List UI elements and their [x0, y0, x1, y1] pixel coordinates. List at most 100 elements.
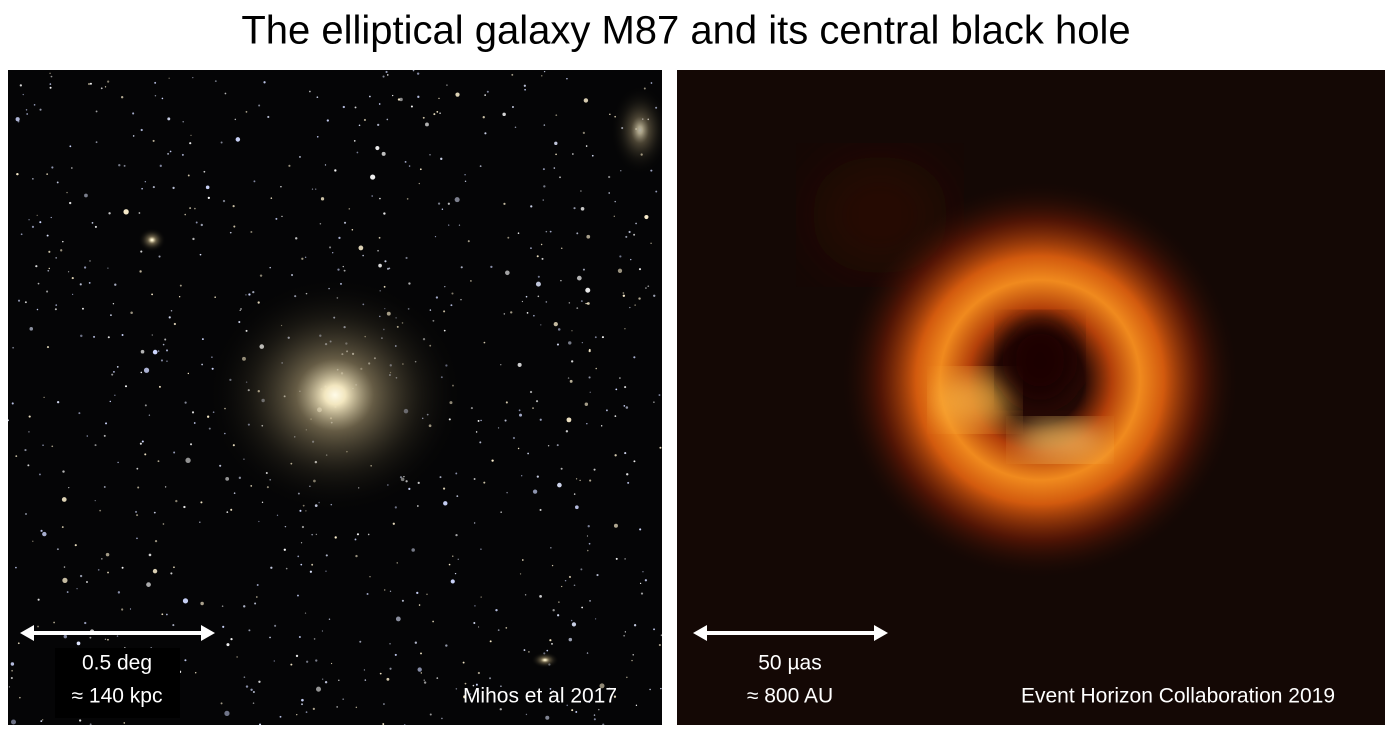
star — [417, 95, 420, 99]
star — [630, 258, 632, 261]
star — [480, 548, 482, 551]
star — [539, 418, 542, 421]
star — [381, 151, 386, 156]
star — [546, 649, 549, 652]
star — [136, 467, 139, 470]
star — [172, 624, 175, 627]
star — [530, 247, 532, 250]
star — [304, 256, 307, 259]
star — [62, 470, 65, 473]
star — [622, 292, 625, 294]
star — [425, 122, 429, 127]
star — [401, 599, 404, 602]
star — [141, 440, 144, 443]
star — [474, 605, 476, 607]
star — [565, 430, 569, 433]
star — [647, 285, 650, 288]
star — [543, 185, 546, 188]
star — [154, 95, 157, 97]
star — [462, 661, 465, 664]
star — [10, 662, 15, 666]
star — [189, 207, 192, 210]
star — [252, 702, 255, 704]
star — [203, 170, 206, 173]
star — [634, 304, 636, 306]
star — [326, 119, 329, 122]
star — [84, 621, 87, 625]
star — [524, 594, 527, 596]
star — [151, 293, 153, 296]
star — [182, 598, 189, 604]
star — [500, 685, 502, 687]
star — [504, 419, 507, 422]
star — [107, 336, 110, 339]
star — [139, 270, 142, 273]
star — [233, 492, 236, 494]
star — [353, 140, 356, 142]
star — [161, 97, 164, 100]
star — [539, 508, 542, 511]
star — [252, 690, 255, 694]
star — [232, 205, 235, 208]
star — [463, 695, 467, 699]
star — [379, 672, 382, 675]
star — [68, 486, 70, 489]
star — [371, 195, 373, 197]
star — [608, 175, 611, 179]
star — [594, 336, 597, 339]
star — [108, 212, 111, 215]
star — [55, 304, 58, 306]
star — [545, 715, 550, 720]
star — [418, 182, 420, 185]
star — [85, 580, 88, 584]
star — [653, 294, 656, 297]
star — [543, 70, 546, 73]
star — [658, 643, 661, 647]
star — [576, 275, 582, 281]
star — [624, 386, 627, 389]
star — [585, 287, 591, 293]
star — [582, 131, 586, 134]
star — [79, 574, 83, 578]
galaxy-image — [8, 70, 662, 725]
star — [111, 373, 114, 376]
star — [87, 82, 91, 86]
star — [619, 255, 622, 258]
star — [230, 508, 233, 511]
star — [558, 601, 560, 603]
star — [625, 235, 628, 238]
star — [601, 336, 604, 339]
star — [321, 678, 324, 680]
star — [184, 401, 187, 404]
star — [71, 293, 74, 296]
star — [146, 582, 151, 587]
star — [363, 118, 367, 122]
star — [602, 723, 605, 725]
star — [205, 185, 210, 190]
star — [70, 167, 73, 169]
star — [394, 653, 397, 656]
star — [625, 406, 629, 409]
star — [624, 558, 626, 560]
star — [480, 596, 482, 598]
star — [593, 468, 596, 471]
star — [86, 435, 88, 437]
scale-arrow — [693, 625, 888, 641]
star — [635, 222, 637, 225]
star — [568, 302, 571, 304]
star — [549, 639, 552, 642]
star — [152, 186, 155, 189]
star — [245, 110, 248, 113]
star — [144, 181, 147, 183]
star — [324, 164, 327, 166]
star — [234, 118, 237, 121]
star — [236, 656, 238, 658]
star — [567, 377, 570, 379]
star — [336, 706, 338, 708]
star — [56, 548, 59, 551]
star — [191, 411, 195, 414]
star — [46, 173, 49, 175]
star — [626, 473, 629, 476]
star — [138, 212, 141, 214]
star — [484, 132, 487, 135]
